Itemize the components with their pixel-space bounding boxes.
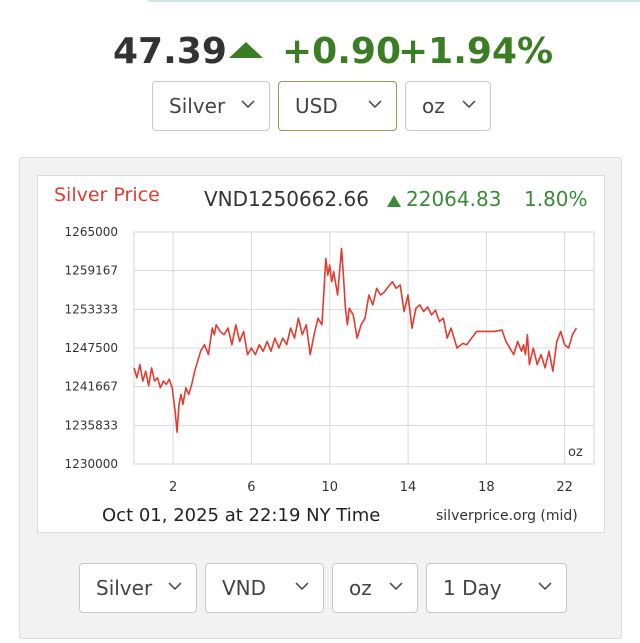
silver-price-chart: Silver Price VND1250662.66 22064.83 1.80… <box>54 184 595 526</box>
y-tick-label: 1235833 <box>65 418 118 432</box>
plot-area <box>133 231 595 465</box>
chevron-down-icon <box>462 100 476 108</box>
up-arrow-icon <box>229 42 263 58</box>
chart-title: Silver Price <box>54 184 160 206</box>
metal-select[interactable]: Silver <box>152 81 270 131</box>
unit-label: oz <box>568 445 583 460</box>
chevron-down-icon <box>168 582 182 590</box>
y-tick-label: 1230000 <box>65 457 118 471</box>
range-select-bottom[interactable]: 1 Day <box>426 563 567 613</box>
chart-price: VND1250662.66 <box>204 187 369 211</box>
unit-select-value: oz <box>422 94 445 118</box>
x-axis: 2 6 10 14 18 22 <box>169 480 573 495</box>
currency-select-value: USD <box>295 94 338 118</box>
y-tick-label: 1265000 <box>65 225 118 239</box>
unit-select[interactable]: oz <box>405 81 491 131</box>
x-tick-label: 6 <box>247 480 255 495</box>
x-tick-label: 10 <box>321 480 338 495</box>
y-tick-label: 1259167 <box>65 264 118 278</box>
chart-source: silverprice.org (mid) <box>436 508 578 524</box>
currency-select-value: VND <box>222 576 267 600</box>
price-change-percent: +1.94% <box>398 31 554 72</box>
currency-select[interactable]: USD <box>278 81 397 131</box>
chevron-down-icon <box>389 582 403 590</box>
range-select-value: 1 Day <box>443 576 502 600</box>
chart-change: 22064.83 <box>406 187 501 211</box>
x-tick-label: 2 <box>169 480 177 495</box>
up-arrow-icon <box>387 195 401 207</box>
x-tick-label: 22 <box>556 480 573 495</box>
chevron-down-icon <box>538 582 552 590</box>
y-axis: 1230000 1235833 1241667 1247500 1253333 12591… <box>65 225 118 471</box>
series-line <box>133 247 578 433</box>
chart-change-percent: 1.80% <box>524 187 588 211</box>
metal-select-value: Silver <box>96 576 153 600</box>
chart-container: Silver Price VND1250662.66 22064.83 1.80… <box>37 175 605 533</box>
unit-select-bottom[interactable]: oz <box>332 563 418 613</box>
spot-price: 47.39 <box>113 31 227 72</box>
price-change: +0.90 <box>282 31 401 72</box>
currency-select-bottom[interactable]: VND <box>205 563 324 613</box>
price-quote: 47.39 +0.90 +1.94% <box>0 30 640 74</box>
chevron-down-icon <box>241 100 255 108</box>
metal-select-bottom[interactable]: Silver <box>79 563 197 613</box>
y-tick-label: 1247500 <box>65 341 118 355</box>
y-tick-label: 1241667 <box>65 380 118 394</box>
unit-select-value: oz <box>349 576 372 600</box>
y-tick-label: 1253333 <box>65 302 118 316</box>
metal-select-value: Silver <box>169 94 226 118</box>
chart-timestamp: Oct 01, 2025 at 22:19 NY Time <box>102 505 380 526</box>
x-tick-label: 14 <box>400 480 417 495</box>
x-tick-label: 18 <box>478 480 495 495</box>
header-divider <box>148 0 640 2</box>
chevron-down-icon <box>368 100 382 108</box>
chevron-down-icon <box>295 582 309 590</box>
